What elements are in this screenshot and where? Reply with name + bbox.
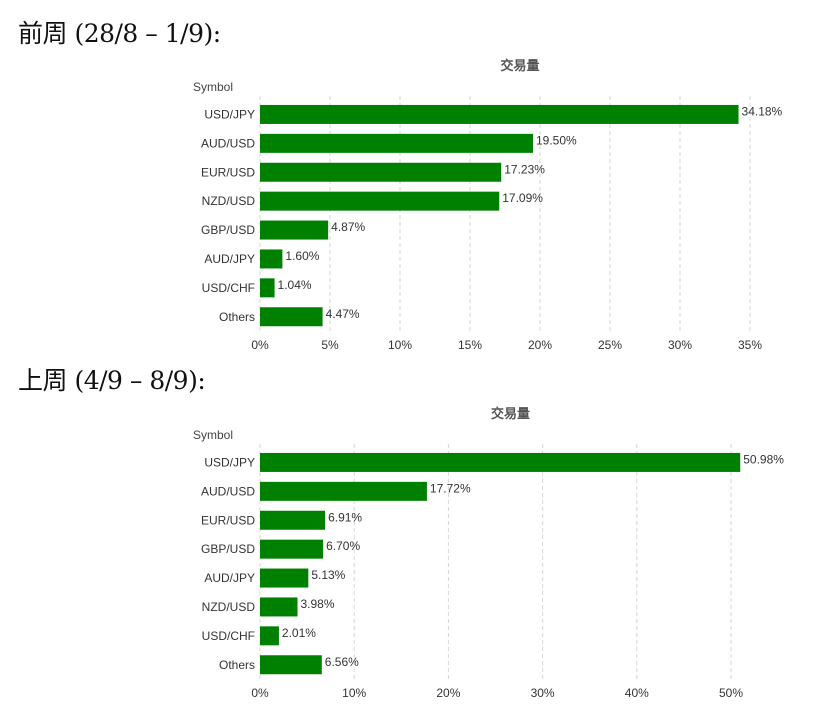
value-label: 4.47% [326, 307, 360, 321]
category-label: AUD/JPY [204, 252, 255, 266]
x-tick-label: 10% [388, 338, 412, 352]
bar [260, 249, 283, 269]
x-tick-label: 0% [251, 338, 269, 352]
value-label: 6.56% [325, 655, 359, 669]
bar [260, 481, 427, 501]
category-label: AUD/USD [201, 484, 255, 498]
category-label: EUR/USD [201, 513, 255, 527]
value-label: 19.50% [536, 133, 577, 147]
bar [260, 626, 279, 646]
category-label: USD/CHF [202, 281, 255, 295]
bar-chart-svg: 交易量 Symbol 0% 10% 20% 30% 40% 50% USD/JPY 50.98% A… [193, 406, 784, 700]
volume-chart-previous-week: 交易量 Symbol 0% 5% 10% 15% 20% 25% 30% 35% USD/JPY 34… [0, 52, 824, 352]
category-label: AUD/USD [201, 136, 255, 150]
category-label: EUR/USD [201, 165, 255, 179]
x-tick-label: 5% [321, 338, 339, 352]
value-label: 34.18% [742, 104, 783, 118]
category-label: Others [219, 310, 255, 324]
bar [260, 655, 322, 675]
x-tick-label: 25% [598, 338, 622, 352]
x-tick-label: 30% [531, 686, 555, 700]
x-tick-label: 10% [342, 686, 366, 700]
volume-chart-last-week: 交易量 Symbol 0% 10% 20% 30% 40% 50% USD/JPY 50.98% A… [0, 400, 824, 700]
bar [260, 191, 500, 211]
bar [260, 278, 275, 298]
x-tick-label: 20% [436, 686, 460, 700]
chart-title: 交易量 [491, 406, 530, 421]
value-label: 17.72% [430, 481, 471, 495]
x-tick-label: 30% [668, 338, 692, 352]
x-tick-label: 50% [719, 686, 743, 700]
value-label: 1.60% [285, 249, 319, 263]
category-label: Others [219, 658, 255, 672]
category-label: NZD/USD [202, 194, 256, 208]
section-heading-previous-week: 前周 (28/8 – 1/9): [18, 19, 221, 48]
value-label: 5.13% [311, 568, 345, 582]
x-tick-label: 0% [251, 686, 269, 700]
value-label: 3.98% [300, 597, 334, 611]
section-heading-last-week: 上周 (4/9 – 8/9): [18, 366, 206, 395]
bar [260, 307, 323, 327]
y-axis-caption: Symbol [193, 428, 233, 442]
bar [260, 104, 739, 124]
y-axis-caption: Symbol [193, 80, 233, 94]
x-tick-label: 40% [625, 686, 649, 700]
category-label: USD/CHF [202, 629, 255, 643]
bar [260, 597, 298, 617]
category-label: NZD/USD [202, 600, 256, 614]
value-label: 50.98% [743, 452, 784, 466]
category-label: USD/JPY [204, 107, 255, 121]
bar [260, 162, 502, 182]
value-label: 6.70% [326, 539, 360, 553]
bar-chart-svg: 交易量 Symbol 0% 5% 10% 15% 20% 25% 30% 35% USD/JPY 34… [193, 58, 783, 352]
bar [260, 510, 326, 530]
x-tick-label: 20% [528, 338, 552, 352]
category-label: GBP/USD [201, 223, 255, 237]
value-label: 2.01% [282, 626, 316, 640]
value-label: 17.09% [502, 191, 543, 205]
bar [260, 220, 329, 240]
category-label: GBP/USD [201, 542, 255, 556]
x-tick-label: 35% [738, 338, 762, 352]
category-label: AUD/JPY [204, 571, 255, 585]
value-label: 17.23% [504, 162, 545, 176]
chart-title: 交易量 [500, 58, 539, 73]
bar [260, 133, 533, 153]
bar [260, 452, 741, 472]
bar [260, 568, 309, 588]
category-label: USD/JPY [204, 455, 255, 469]
bar [260, 539, 324, 559]
x-tick-label: 15% [458, 338, 482, 352]
value-label: 4.87% [331, 220, 365, 234]
value-label: 6.91% [328, 510, 362, 524]
value-label: 1.04% [278, 278, 312, 292]
